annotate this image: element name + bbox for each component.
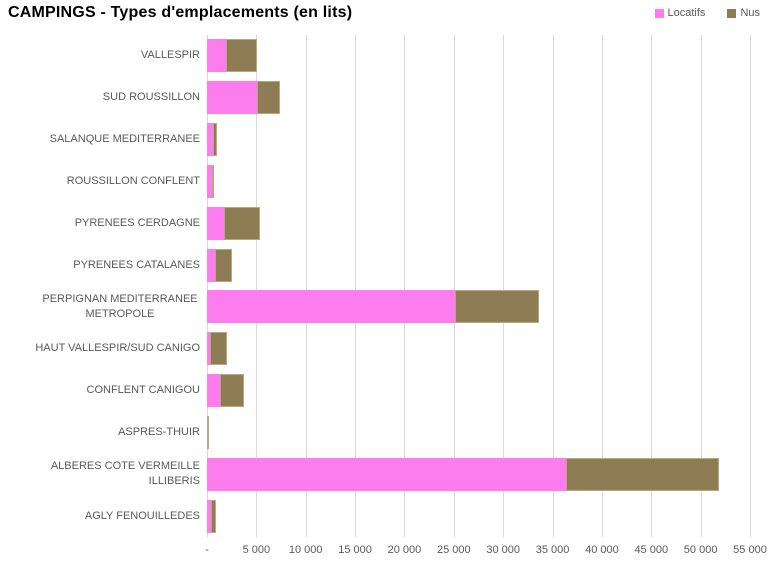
bar-segment-nus	[210, 499, 217, 533]
gridline	[651, 35, 653, 537]
bar-segment-locatifs	[207, 290, 455, 324]
bar-track	[207, 374, 750, 408]
bar-segment-nus	[454, 290, 539, 324]
bar-track	[207, 457, 750, 491]
legend-label-nus: Nus	[740, 7, 760, 19]
x-tick-label: 5 000	[242, 544, 271, 556]
gridlines	[207, 35, 751, 537]
category-label: SUD ROUSSILLON	[102, 91, 200, 104]
bar-rows: VALLESPIR SUD ROUSSILLON SALANQUE MEDITERR…	[0, 35, 770, 537]
x-tick-label: 40 000	[585, 544, 619, 556]
chart-row: AGLY FENOUILLEDES	[0, 495, 770, 537]
bar-track	[207, 290, 750, 324]
category-label: PERPIGNAN MEDITERRANEE METROPOLE	[42, 293, 198, 320]
category-label: ALBERES COTE VERMEILLE ILLIBERIS	[50, 460, 200, 488]
category-label: ROUSSILLON CONFLENT	[66, 174, 200, 187]
chart-row: ASPRES-THUIR	[0, 411, 770, 453]
bar-track	[207, 39, 750, 73]
bar-segment-nus	[212, 123, 217, 157]
plot-area: VALLESPIR SUD ROUSSILLON SALANQUE MEDITERR…	[0, 35, 770, 567]
bar-segment-locatifs	[207, 123, 213, 157]
category-label: PYRENEES CATALANES	[73, 258, 200, 271]
bar-segment-nus	[257, 81, 280, 115]
category-label: PYRENEES CERDAGNE	[74, 216, 200, 229]
bar-segment-nus	[223, 206, 261, 240]
chart-row: SUD ROUSSILLON	[0, 77, 770, 119]
category-label: HAUT VALLESPIR/SUD CANIGO	[35, 342, 200, 355]
category-label: CONFLENT CANIGOU	[86, 384, 200, 397]
locatifs-swatch-icon	[654, 8, 664, 18]
bar-segment-locatifs	[207, 457, 567, 491]
bar-segment-locatifs	[207, 81, 258, 115]
category-label: ASPRES-THUIR	[118, 425, 200, 438]
x-tick-label: 15 000	[338, 544, 372, 556]
gridline	[503, 35, 505, 537]
x-axis: - 5 000 10 000 15 000 20 000 25 000 30 000 35 0…	[205, 542, 767, 562]
legend-item-locatifs: Locatifs	[654, 7, 706, 19]
bar-segment-nus	[226, 39, 258, 73]
legend-label-locatifs: Locatifs	[667, 7, 706, 19]
chart-title: CAMPINGS - Types d'emplacements (en lits…	[8, 4, 353, 21]
gridline	[453, 35, 455, 537]
category-label: SALANQUE MEDITERRANEE	[49, 133, 200, 146]
bar-track	[207, 332, 750, 366]
chart-row: ROUSSILLON CONFLENT	[0, 160, 770, 202]
chart-row: HAUT VALLESPIR/SUD CANIGO	[0, 328, 770, 370]
bar-track	[207, 123, 750, 157]
gridline	[305, 35, 307, 537]
bar-segment-nus	[209, 332, 228, 366]
category-label: AGLY FENOUILLEDES	[84, 509, 200, 522]
bar-segment-locatifs	[207, 374, 220, 408]
gridline	[256, 35, 258, 537]
gridline	[601, 35, 603, 537]
chart-row: PYRENEES CATALANES	[0, 244, 770, 286]
bar-track	[207, 164, 750, 198]
bar-segment-nus	[219, 374, 245, 408]
chart-row: SALANQUE MEDITERRANEE	[0, 119, 770, 161]
category-label: VALLESPIR	[140, 49, 200, 62]
legend: Locatifs Nus	[654, 7, 760, 19]
gridline	[552, 35, 554, 537]
gridline	[355, 35, 357, 537]
bar-segment-nus	[212, 164, 215, 198]
x-tick-label: 55 000	[733, 544, 767, 556]
gridline	[750, 35, 751, 537]
x-tick-label: 10 000	[288, 544, 323, 556]
chart-row: ALBERES COTE VERMEILLE ILLIBERIS	[0, 453, 770, 495]
bar-segment-nus	[207, 415, 209, 449]
x-tick-label: 50 000	[683, 544, 718, 556]
bar-track	[207, 206, 750, 240]
chart-row: VALLESPIR	[0, 35, 770, 77]
chart-row: PYRENEES CERDAGNE	[0, 202, 770, 244]
nus-swatch-icon	[727, 8, 737, 18]
bar-segment-locatifs	[207, 332, 210, 366]
x-tick-label: 25 000	[436, 544, 471, 556]
bar-segment-locatifs	[207, 206, 224, 240]
bar-track	[207, 499, 750, 533]
bar-segment-nus	[566, 457, 720, 491]
gridline	[700, 35, 702, 537]
bar-track	[207, 248, 750, 282]
bar-segment-nus	[214, 248, 232, 282]
legend-item-nus: Nus	[727, 7, 760, 19]
bar-segment-locatifs	[207, 499, 211, 533]
x-tick-label: 20 000	[387, 544, 422, 556]
x-tick-label: 35 000	[535, 544, 570, 556]
x-tick-label: -	[205, 544, 209, 556]
chart-row: CONFLENT CANIGOU	[0, 370, 770, 412]
gridline	[404, 35, 406, 537]
x-tick-label: 45 000	[634, 544, 669, 556]
bar-segment-locatifs	[207, 248, 215, 282]
bar-segment-locatifs	[207, 164, 213, 198]
gridline	[207, 35, 208, 537]
bar-segment-locatifs	[207, 39, 227, 73]
bar-track	[207, 81, 750, 115]
bar-track	[207, 415, 750, 449]
x-tick-label: 30 000	[486, 544, 520, 556]
chart-row: PERPIGNAN MEDITERRANEE METROPOLE	[0, 286, 770, 328]
